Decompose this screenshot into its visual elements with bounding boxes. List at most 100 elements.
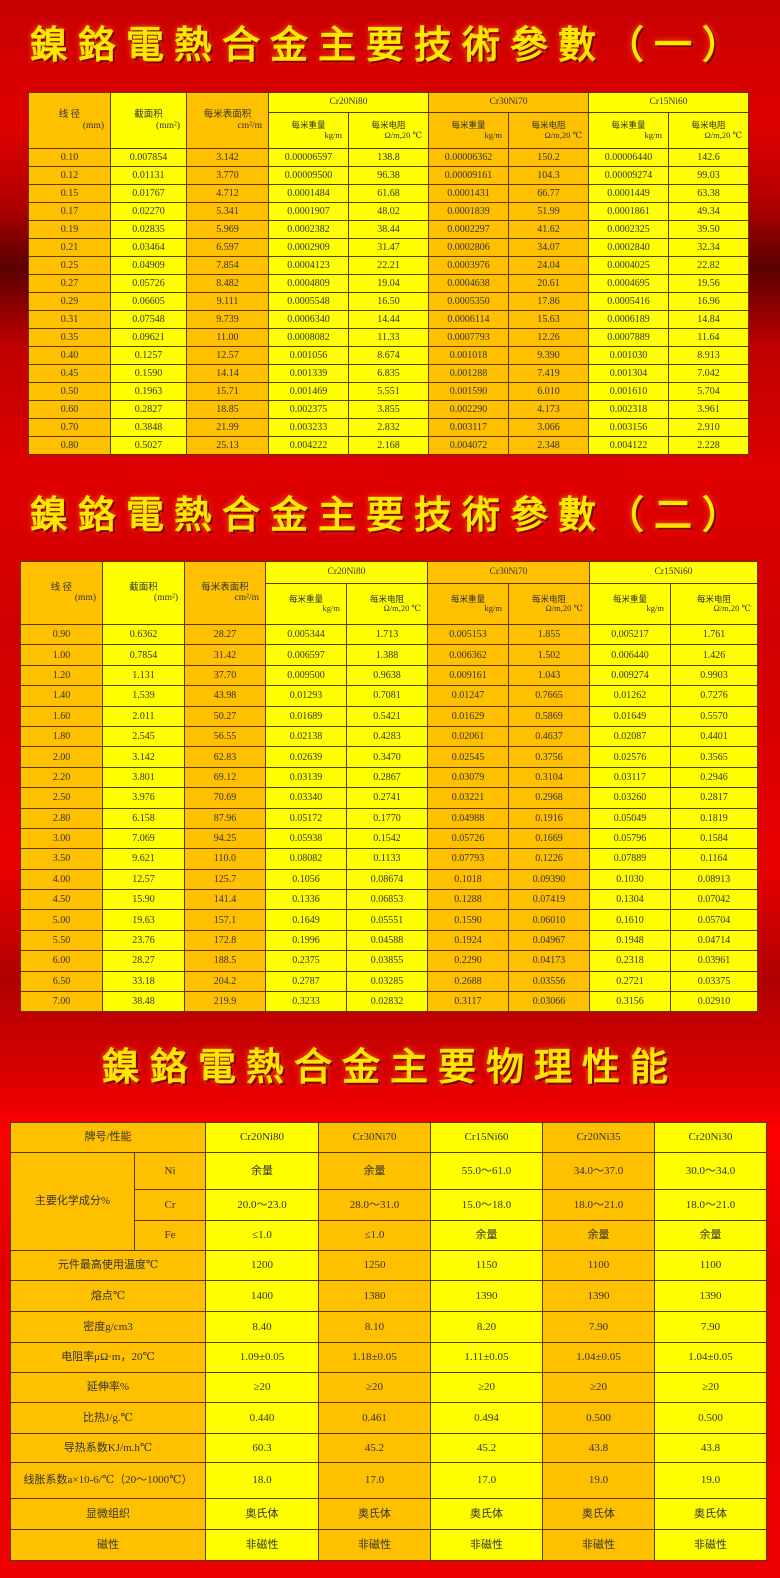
table-cell: 0.0008082 xyxy=(268,328,349,347)
table-row: 6.50 33.18 204.2 0.2787 0.03285 0.2688 0.03556… xyxy=(20,970,758,993)
table-cell: 55.0～61.0 xyxy=(430,1152,543,1190)
table-cell: 3.855 xyxy=(348,400,429,419)
table-cell: 9.621 xyxy=(102,848,185,870)
table-row: 5.00 19.63 157.1 0.1649 0.05551 0.1590 0.06010… xyxy=(20,909,758,931)
table-cell: 12.26 xyxy=(508,328,589,347)
table-row: 0.19 0.02835 5.969 0.0002382 38.44 0.0002297 4… xyxy=(28,220,749,239)
table-cell: 0.0006189 xyxy=(588,310,669,329)
table-cell: 0.07548 xyxy=(110,310,187,329)
table-cell: 43.8 xyxy=(542,1433,655,1463)
table-cell: 0.07889 xyxy=(589,848,671,870)
table-cell: 7.854 xyxy=(186,256,269,275)
table-cell: 0.04967 xyxy=(508,929,590,952)
header-resistance: 每米电阻 Ω/m,20 ℃ xyxy=(348,112,429,149)
table-cell: 2.348 xyxy=(508,436,589,455)
header-label: 每米重量 xyxy=(291,120,326,131)
table-cell: 0.0004123 xyxy=(268,256,349,275)
table-cell: 0.1669 xyxy=(508,827,590,850)
header-label: 每米重量 xyxy=(451,120,486,131)
table-cell: 7.00 xyxy=(20,991,103,1013)
property-label: 比热J/g.℃ xyxy=(10,1402,206,1434)
table-cell: 3.066 xyxy=(508,418,589,437)
table-cell: 1.131 xyxy=(102,664,185,687)
table-cell: 219.9 xyxy=(184,991,266,1013)
header-weight: 每米重量 kg/m xyxy=(428,112,509,149)
table-cell: 104.3 xyxy=(508,166,589,185)
table-cell: 5.969 xyxy=(186,220,269,239)
table-cell: 0.5869 xyxy=(508,705,590,727)
table-cell: 3.50 xyxy=(20,848,103,870)
subheader-row: 每米重量 kg/m 每米电阻 Ω/m,20 ℃ 每米重量 kg/m 每米电阻 Ω/m,20 ℃… xyxy=(29,112,749,149)
table-cell: 28.27 xyxy=(102,950,185,972)
table-cell: 3.770 xyxy=(186,166,269,185)
table-row: 1.20 1.131 37.70 0.009500 0.9638 0.009161 1.04… xyxy=(20,664,758,687)
header-unit: (mm) xyxy=(74,593,96,603)
table-cell: 2.50 xyxy=(20,787,103,809)
table-cell: 0.09621 xyxy=(110,328,187,347)
composition-row: Fe ≤1.0 ≤1.0 余量 余量 余量 xyxy=(11,1220,767,1251)
table-cell: 34.0～37.0 xyxy=(542,1152,655,1190)
table-cell: 0.1948 xyxy=(589,929,671,952)
table-cell: 50.27 xyxy=(184,705,266,727)
table-cell: 0.02639 xyxy=(265,746,347,768)
table-cell: 15.0～18.0 xyxy=(430,1189,543,1221)
table-cell: 0.001288 xyxy=(428,364,509,383)
table-cell: 0.5570 xyxy=(670,705,758,727)
table-cell: 17.0 xyxy=(318,1462,431,1499)
table-cell: 38.48 xyxy=(102,991,185,1013)
table-cell: 1.09±0.05 xyxy=(205,1342,319,1373)
table-cell: 0.0004809 xyxy=(268,274,349,293)
table-cell: 24.04 xyxy=(508,256,589,275)
table-cell: 0.1584 xyxy=(670,827,758,850)
physical-properties-table: 牌号/性能 Cr20Ni80 Cr30Ni70 Cr15Ni60 Cr20Ni35 Cr2… xyxy=(10,1122,767,1561)
table-cell: 1.388 xyxy=(346,644,428,666)
table-row: 0.21 0.03464 6.597 0.0002909 31.47 0.0002806 3… xyxy=(28,238,749,257)
table-cell: 0.0003976 xyxy=(428,256,509,275)
table-cell: 1.713 xyxy=(346,623,428,646)
table-cell: 69.12 xyxy=(184,766,266,789)
table-cell: 余量 xyxy=(430,1220,543,1251)
table-cell: 0.02270 xyxy=(110,202,187,221)
table-cell: 14.14 xyxy=(186,364,269,383)
table-cell: 8.10 xyxy=(318,1311,431,1343)
header-resistance: 每米电阻 Ω/m,20 ℃ xyxy=(346,583,428,625)
table-cell: 0.05704 xyxy=(670,909,758,931)
table-cell: 5.50 xyxy=(20,929,103,952)
table-row: 2.20 3.801 69.12 0.03139 0.2867 0.03079 0.3104… xyxy=(20,766,758,789)
table-cell: 20.61 xyxy=(508,274,589,293)
table-cell: ≤1.0 xyxy=(205,1220,319,1251)
table-cell: 0.01131 xyxy=(110,166,187,185)
table-cell: 0.0002806 xyxy=(428,238,509,257)
table-cell: 0.1304 xyxy=(589,889,671,911)
table-cell: 0.3565 xyxy=(670,746,758,768)
table-cell: 3.142 xyxy=(102,746,185,768)
table-row: 0.15 0.01767 4.712 0.0001484 61.68 0.0001431 6… xyxy=(28,184,749,203)
table-cell: 1.502 xyxy=(508,644,590,666)
table-cell: 0.0007889 xyxy=(588,328,669,347)
header-weight: 每米重量 kg/m xyxy=(588,112,669,149)
header-grade-property: 牌号/性能 xyxy=(10,1122,206,1153)
table-cell: 4.50 xyxy=(20,889,103,911)
header-alloy: Cr20Ni80 xyxy=(268,92,429,113)
table-cell: 0.0001431 xyxy=(428,184,509,203)
table-row: 0.50 0.1963 15.71 0.001469 5.551 0.001590 6.01… xyxy=(28,382,749,401)
table-cell: 4.00 xyxy=(20,868,103,891)
table-cell: 0.40 xyxy=(28,346,111,365)
table-cell: 188.5 xyxy=(184,950,266,972)
table-cell: 0.01767 xyxy=(110,184,187,203)
table-cell: 0.04173 xyxy=(508,950,590,972)
table-cell: 12.57 xyxy=(102,868,185,891)
table-cell: 1400 xyxy=(205,1280,319,1312)
table-cell: 0.08674 xyxy=(346,868,428,891)
table-cell: 0.1542 xyxy=(346,827,428,850)
table-cell: 0.05049 xyxy=(589,807,671,829)
table-cell: 0.2375 xyxy=(265,950,347,972)
title-technical-parameters-1: 鎳鉻電熱合金主要技術參數（一） xyxy=(29,25,750,67)
table-cell: 0.3233 xyxy=(265,991,347,1013)
header-alloy: Cr15Ni60 xyxy=(589,561,758,584)
header-label: 截面积 xyxy=(134,110,163,121)
property-label: 电阻率μΩ·m，20℃ xyxy=(10,1342,206,1373)
table-cell: 17.86 xyxy=(508,292,589,311)
table-cell: 0.02138 xyxy=(265,725,347,748)
table-cell: 0.29 xyxy=(28,292,111,311)
